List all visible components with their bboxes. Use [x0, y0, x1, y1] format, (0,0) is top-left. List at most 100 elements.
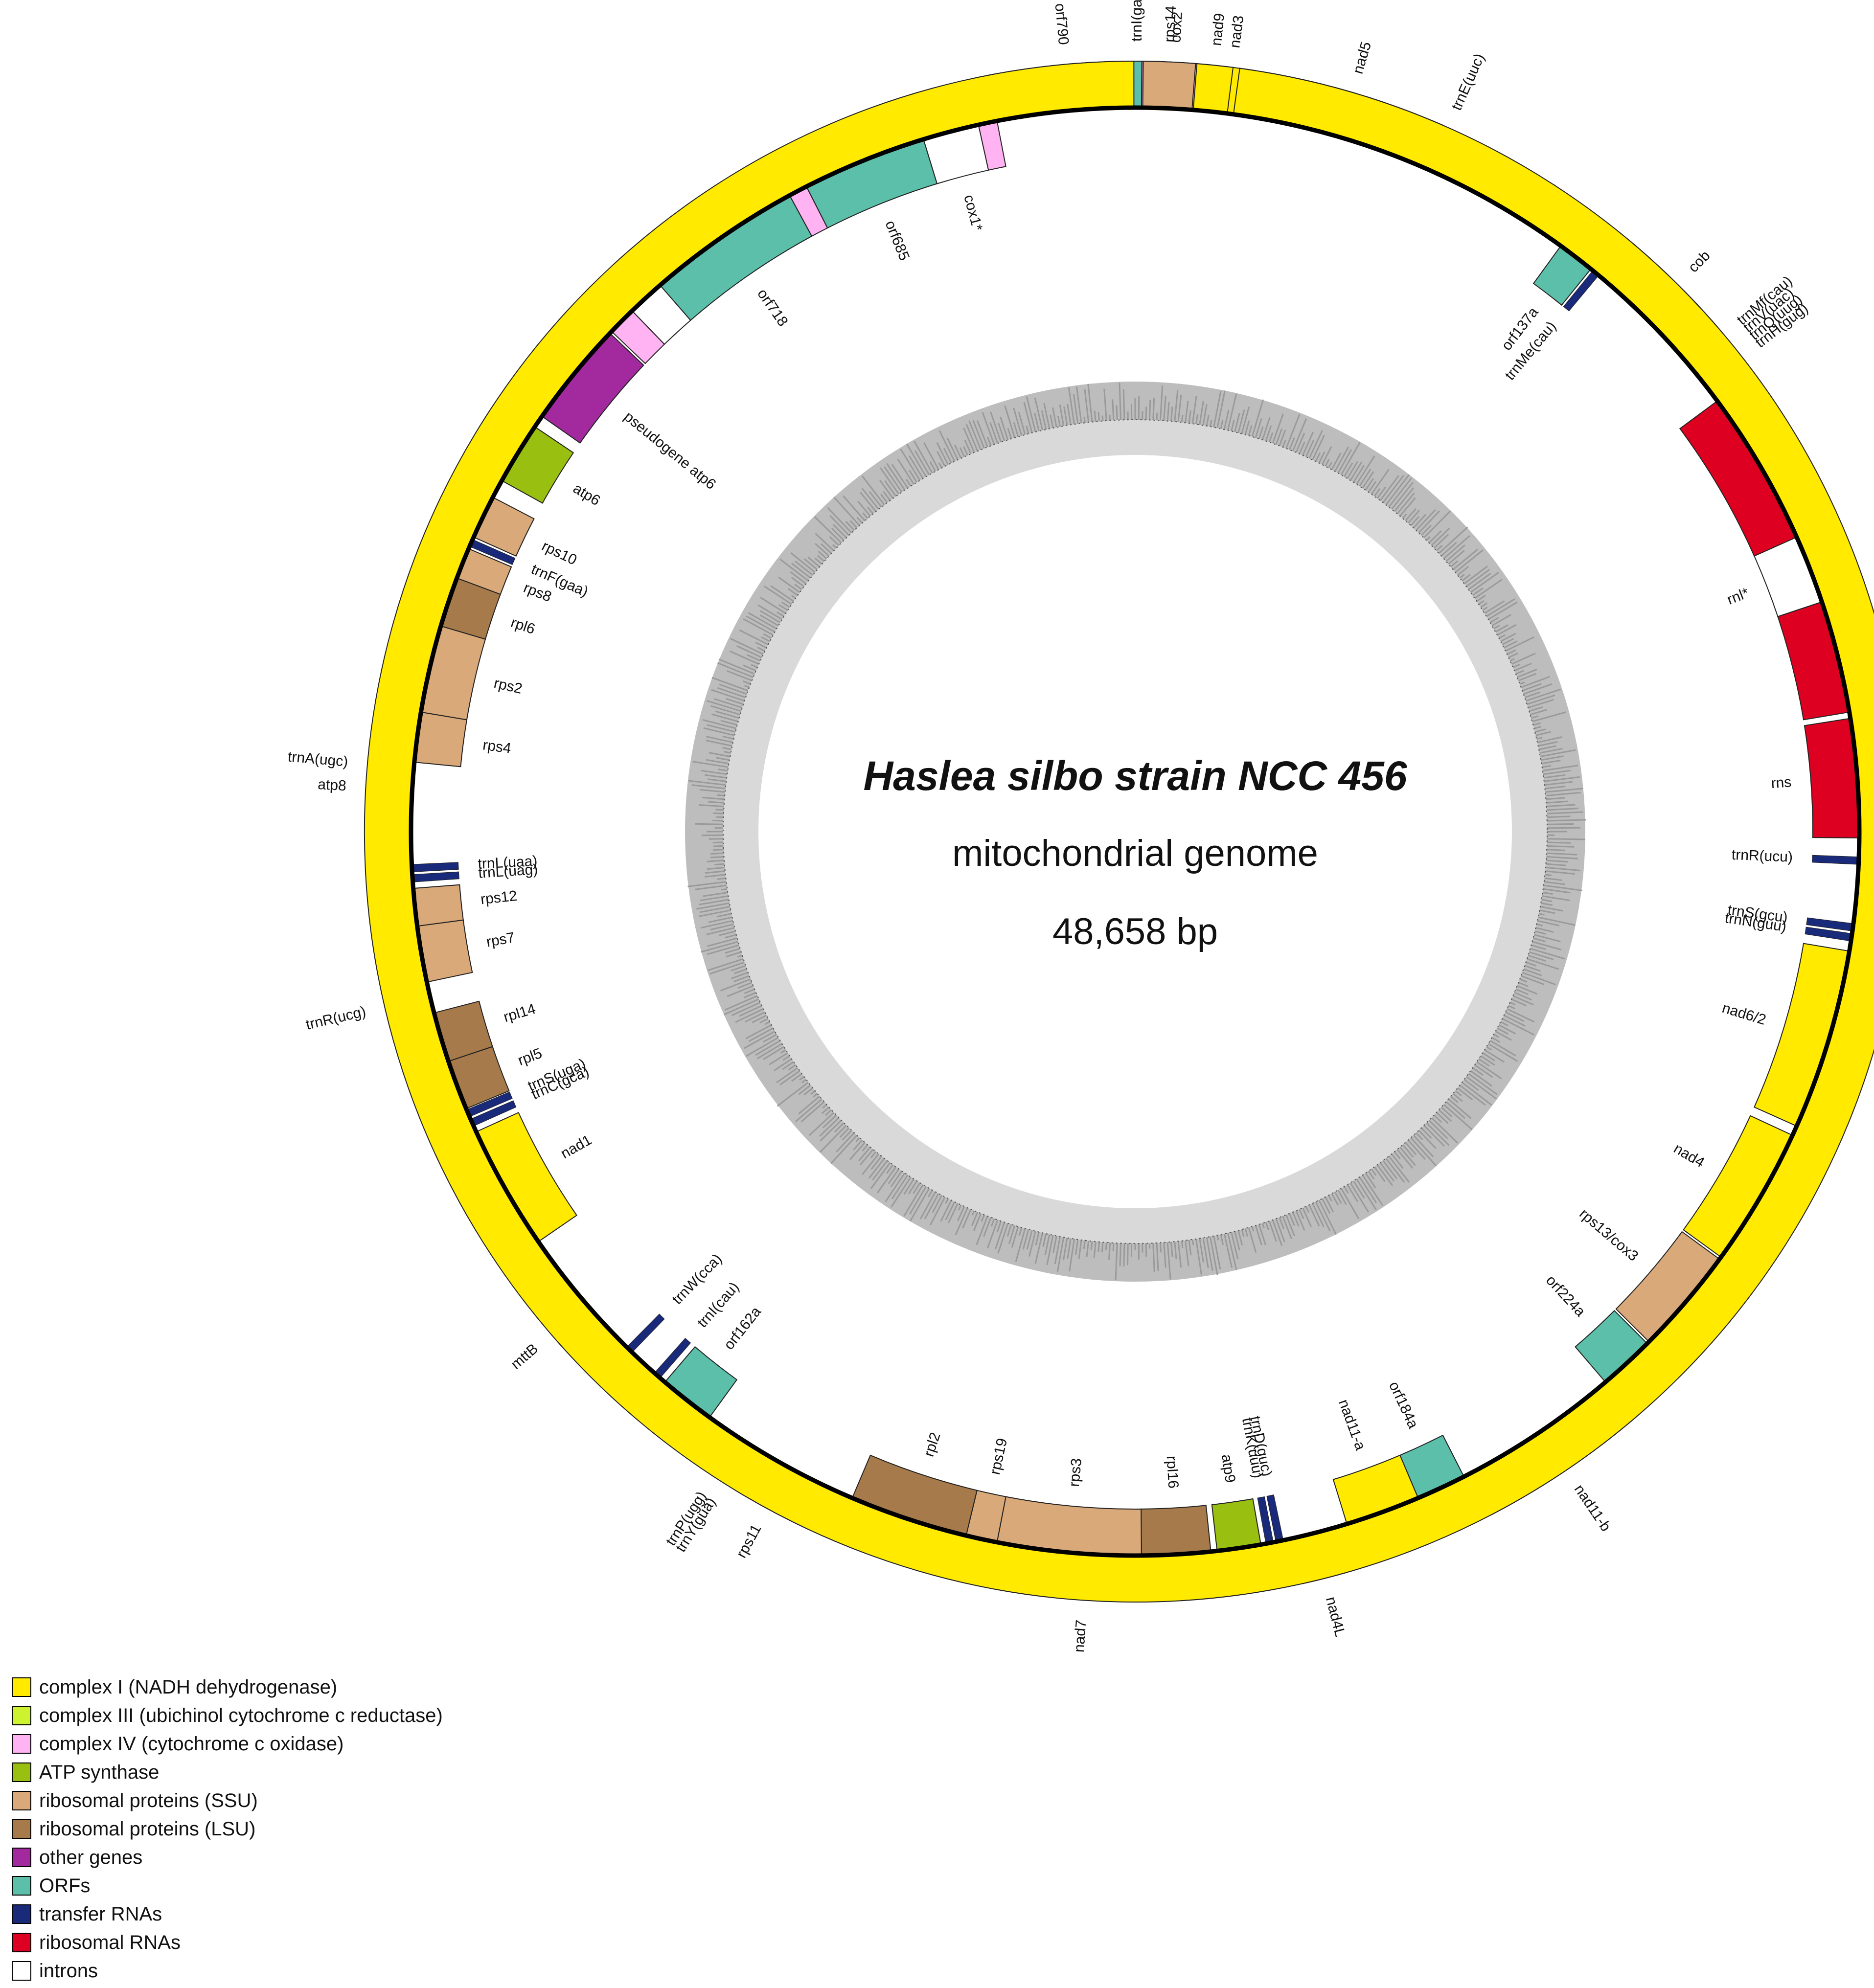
gc-content-center [758, 455, 1512, 1208]
legend-swatch [12, 1762, 31, 1782]
legend-item: ORFs [12, 1872, 443, 1900]
legend-label: ATP synthase [39, 1761, 160, 1783]
gene-label: trnL(uag) [478, 861, 539, 881]
genome-backbone-circle [409, 105, 1862, 1558]
legend-label: ribosomal proteins (SSU) [39, 1789, 258, 1811]
legend-swatch [12, 1961, 31, 1981]
gene-label: orf685 [882, 218, 912, 263]
gene-label: rpl16 [1164, 1455, 1182, 1489]
legend-label: ribosomal RNAs [39, 1931, 181, 1953]
gene-trnw-cca- [626, 1313, 665, 1353]
gene-label: nad4 [1671, 1140, 1707, 1171]
gene-label: orf162a [721, 1304, 764, 1353]
gene-trnl-uag- [412, 871, 459, 882]
gene-label: nad6/2 [1720, 1000, 1768, 1028]
gene-label: orf224a [1543, 1272, 1589, 1320]
legend-label: ORFs [39, 1875, 91, 1897]
gene-label: cox2 [1167, 11, 1185, 43]
legend-swatch [12, 1876, 31, 1896]
legend-swatch [12, 1933, 31, 1952]
gene-label: nad9 [1208, 12, 1228, 46]
gene-nad9 [1192, 63, 1234, 114]
gene-label: rps14 [1162, 5, 1179, 43]
gene-label: nad7 [1071, 1619, 1089, 1653]
legend-label: other genes [39, 1846, 143, 1868]
legend-item: ATP synthase [12, 1758, 443, 1786]
legend-item: ribosomal RNAs [12, 1928, 443, 1957]
gene-label: rps4 [482, 737, 512, 756]
legend-label: introns [39, 1960, 98, 1982]
legend-item: ribosomal proteins (LSU) [12, 1815, 443, 1843]
gene-atp9 [1211, 1498, 1262, 1552]
legend-item: other genes [12, 1843, 443, 1872]
gene-label: rps2 [492, 675, 524, 697]
legend-item: complex IV (cytochrome c oxidase) [12, 1730, 443, 1758]
gene-label: trnR(ucg) [304, 1003, 367, 1033]
gene-rps4 [413, 711, 468, 768]
gene-label: rps13/cox3 [1576, 1205, 1641, 1264]
gene-label: mttB [508, 1341, 541, 1373]
gene-label: nad1 [558, 1132, 594, 1162]
legend-item: introns [12, 1957, 443, 1985]
legend: complex I (NADH dehydrogenase) complex II… [12, 1673, 443, 1985]
gene-trnl-uaa- [411, 862, 459, 873]
gene-label: rps19 [987, 1437, 1010, 1476]
gene-label: nad3 [1227, 15, 1247, 49]
gene-label: rpl2 [921, 1430, 944, 1459]
genome-subtitle: mitochondrial genome [952, 833, 1318, 874]
legend-swatch [12, 1734, 31, 1754]
gene-label: rpl6 [509, 614, 537, 637]
legend-label: complex III (ubichinol cytochrome c redu… [39, 1704, 443, 1726]
gene-label: orf790 [1052, 2, 1072, 45]
gene-label: nad4L [1323, 1595, 1348, 1639]
gene-label: rps3 [1066, 1458, 1085, 1488]
gene-label: orf718 [754, 286, 791, 330]
gc-content-ring [685, 382, 1586, 1282]
genome-title: Haslea silbo strain NCC 456 [863, 753, 1407, 799]
legend-item: complex III (ubichinol cytochrome c redu… [12, 1701, 443, 1730]
genome-size: 48,658 bp [1052, 911, 1218, 952]
gene-label: pseudogene atp6 [621, 408, 719, 493]
gene-label: trnA(ugc) [287, 748, 349, 770]
gene-label: nad11-a [1335, 1397, 1369, 1452]
gene-label: trnL(uaa) [478, 853, 538, 872]
gene-label: atp9 [1218, 1453, 1238, 1484]
gene-label: trnI(cau) [694, 1279, 743, 1331]
gc-content-midline [723, 419, 1548, 1244]
gene-rps14 [1142, 61, 1196, 111]
gene-label: rps11 [733, 1522, 765, 1561]
gene-label: trnR(ucu) [1731, 847, 1793, 865]
gene-label: atp8 [317, 776, 346, 794]
legend-item: ribosomal proteins (SSU) [12, 1786, 443, 1815]
gene-label: trnI(gau) [1129, 0, 1145, 42]
legend-swatch [12, 1848, 31, 1867]
legend-swatch [12, 1706, 31, 1725]
legend-swatch [12, 1904, 31, 1924]
gene-label: rps12 [480, 888, 518, 908]
gene-label: rnl* [1725, 585, 1751, 608]
gc-content-bars [687, 382, 1586, 1281]
legend-label: ribosomal proteins (LSU) [39, 1818, 256, 1840]
gene-label: orf184a [1386, 1379, 1421, 1431]
legend-label: complex I (NADH dehydrogenase) [39, 1676, 338, 1698]
gene-label: cox1* [960, 193, 985, 233]
gene-label: nad11-b [1571, 1482, 1614, 1535]
gene-label: rps7 [485, 929, 516, 950]
gene-rps12 [412, 884, 464, 927]
gene-label: rpl14 [502, 1001, 537, 1026]
gene-rpl16 [1141, 1505, 1211, 1556]
gene-label: rps10 [539, 538, 579, 568]
legend-swatch [12, 1677, 31, 1697]
gene-label: rns [1770, 774, 1792, 791]
legend-label: complex IV (cytochrome c oxidase) [39, 1733, 344, 1755]
gene-label: trnE(uuc) [1448, 51, 1487, 113]
gene-label: rpl5 [516, 1045, 544, 1069]
legend-item: transfer RNAs [12, 1900, 443, 1928]
gene-label: atp6 [570, 480, 603, 509]
legend-label: transfer RNAs [39, 1903, 162, 1925]
legend-item: complex I (NADH dehydrogenase) [12, 1673, 443, 1701]
legend-swatch [12, 1791, 31, 1810]
gene-label: cob [1685, 248, 1713, 276]
legend-swatch [12, 1819, 31, 1839]
